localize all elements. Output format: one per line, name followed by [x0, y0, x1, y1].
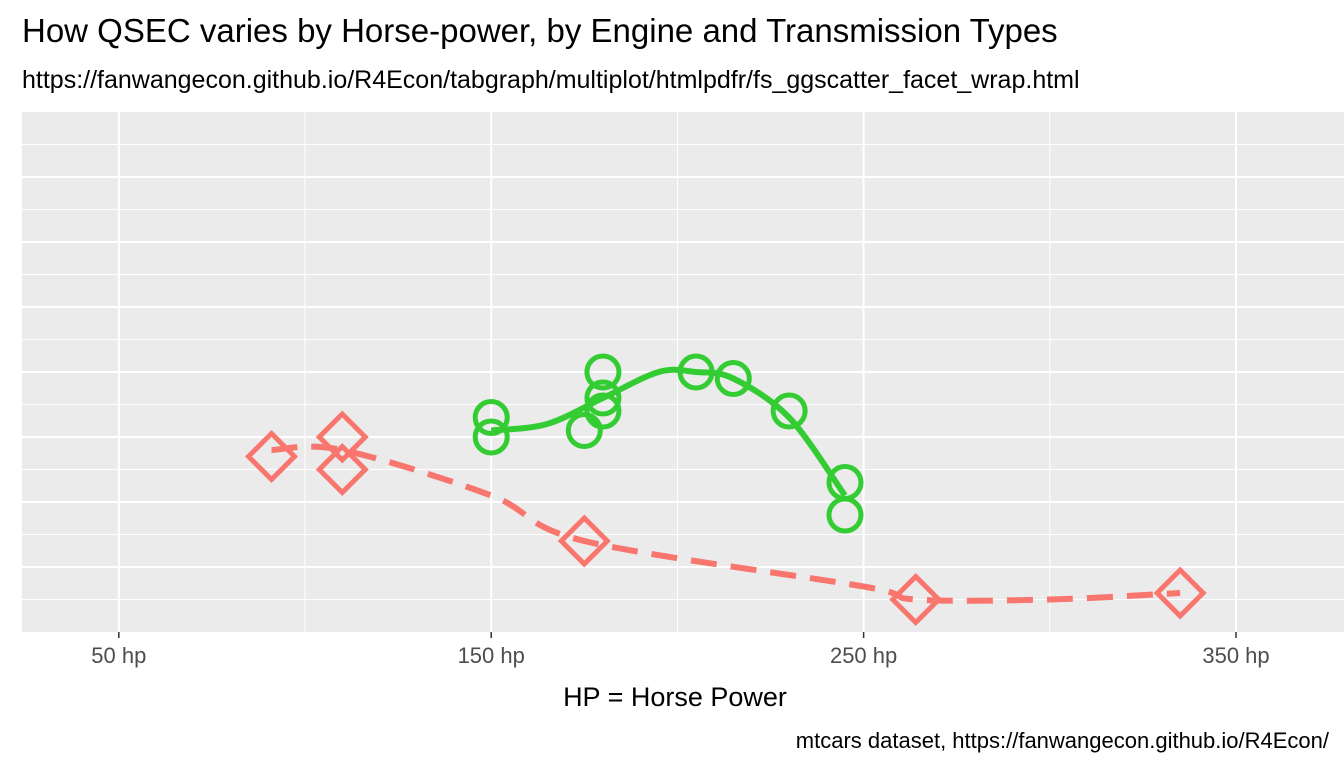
- data-point: [584, 353, 622, 391]
- chart-caption: mtcars dataset, https://fanwangecon.gith…: [796, 728, 1330, 753]
- x-axis-label: HP = Horse Power: [563, 682, 787, 712]
- data-point: [565, 412, 603, 449]
- x-tick-label: 150 hp: [458, 643, 525, 668]
- x-tick-label: 250 hp: [830, 643, 897, 668]
- data-point: [1153, 566, 1207, 620]
- x-axis-ticks: 50 hp 150 hp 250 hp 350 hp: [91, 632, 1270, 668]
- data-point: [770, 392, 808, 430]
- data-point: [889, 572, 943, 627]
- data-point: [584, 379, 622, 417]
- data-point: [315, 410, 369, 464]
- chart-title: How QSEC varies by Horse-power, by Engin…: [22, 12, 1058, 49]
- data-point: [714, 360, 752, 397]
- chart-subtitle: https://fanwangecon.github.io/R4Econ/tab…: [22, 66, 1080, 94]
- data-point: [472, 418, 510, 456]
- data-point: [557, 514, 611, 568]
- series-points: [244, 353, 1207, 627]
- data-point: [677, 353, 715, 391]
- series-lines: [271, 366, 1181, 604]
- data-point: [472, 399, 510, 436]
- data-point: [315, 442, 369, 497]
- series-2-smooth-line: [271, 443, 1181, 604]
- x-tick-label: 50 hp: [91, 643, 146, 668]
- data-point: [244, 429, 299, 484]
- x-tick-label: 350 hp: [1202, 643, 1269, 668]
- series-1-smooth-line: [490, 366, 848, 498]
- data-point: [826, 464, 864, 501]
- data-point: [584, 392, 622, 430]
